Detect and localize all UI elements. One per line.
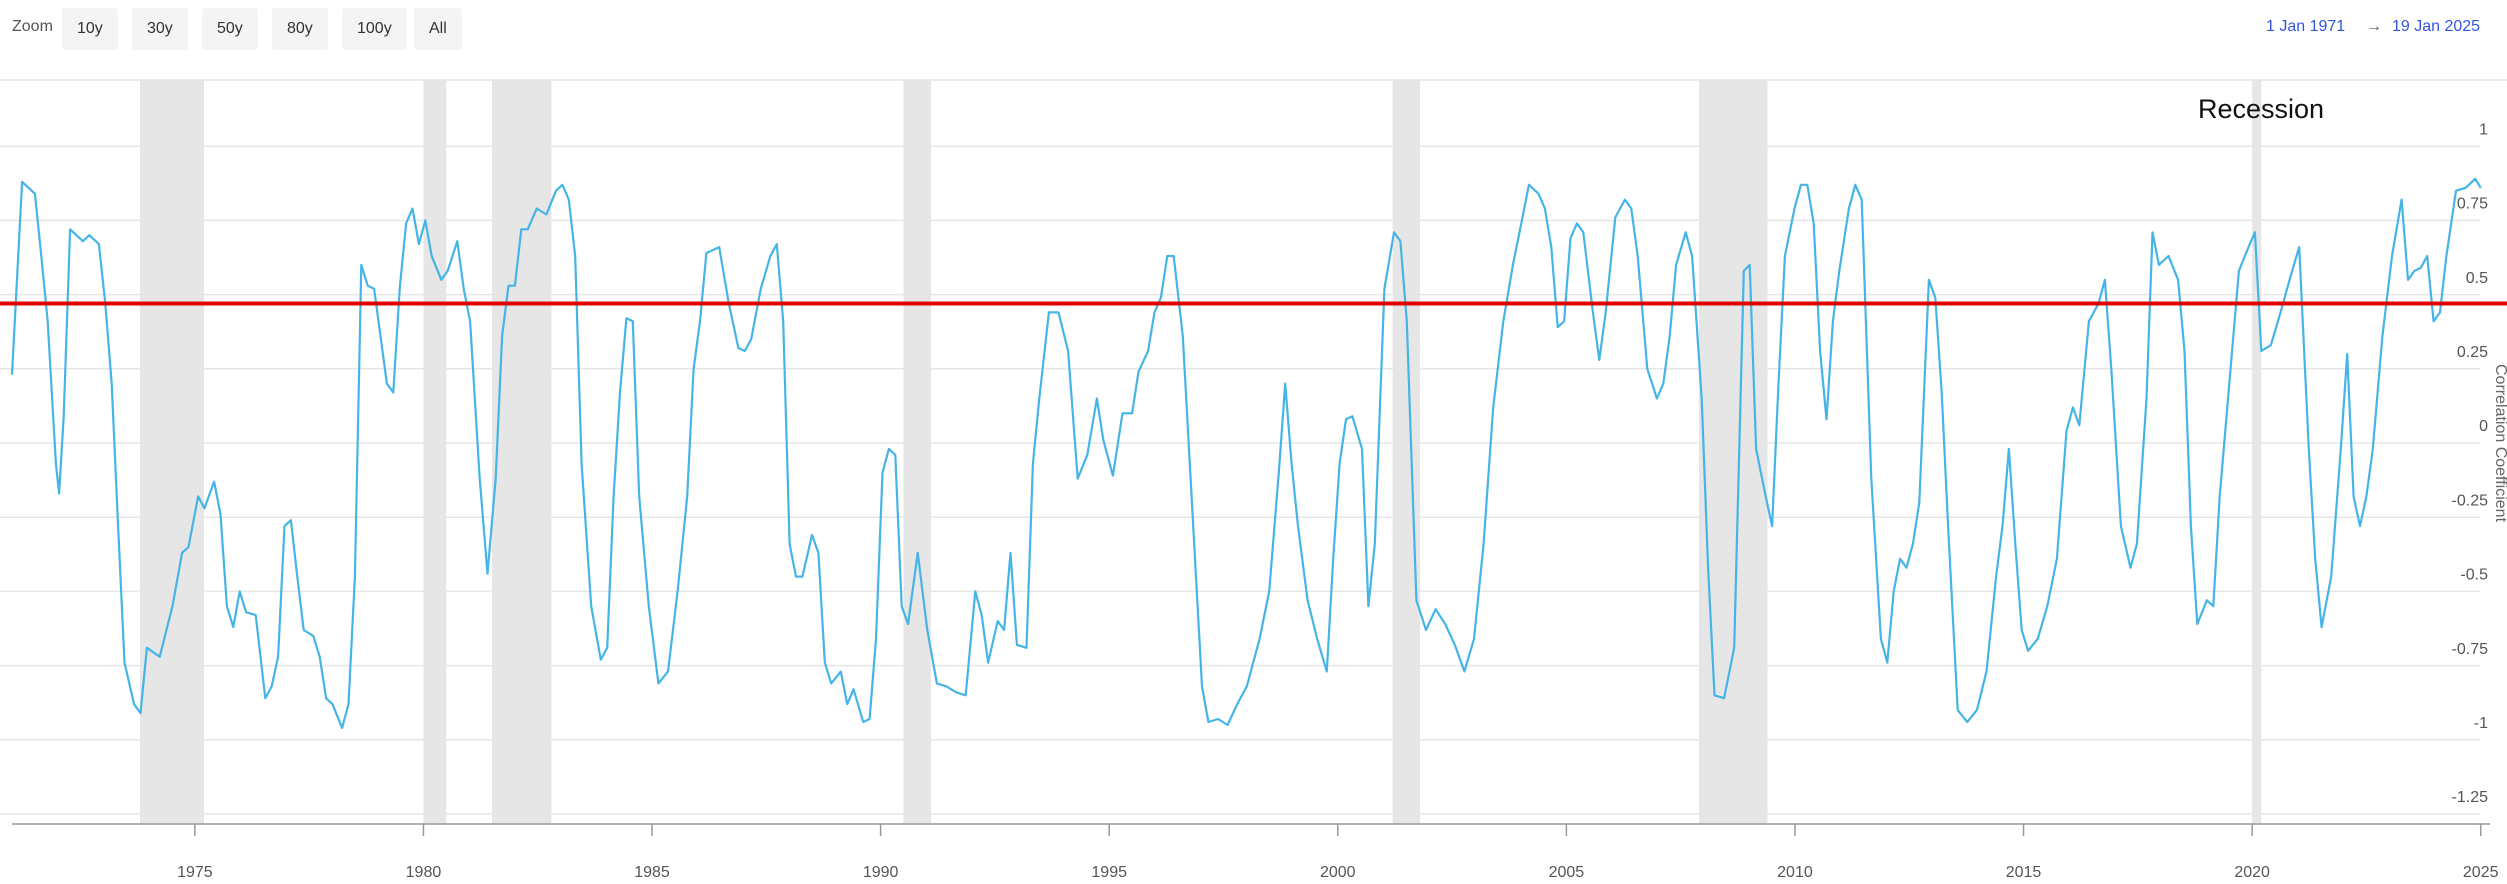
- y-tick-label: -0.75: [2452, 641, 2489, 658]
- data-line: [10, 177, 2482, 729]
- y-tick-label: 0.75: [2457, 196, 2488, 213]
- recession-band: [140, 80, 205, 824]
- toolbar: Zoom 10y 30y 50y 80y 100y All 1 Jan 1971…: [0, 0, 2507, 60]
- x-tick-label: 1985: [634, 864, 670, 881]
- y-tick-label: 0.25: [2457, 344, 2488, 361]
- zoom-button[interactable]: 30y: [132, 8, 188, 50]
- y-tick-label: -1: [2474, 715, 2488, 732]
- x-tick-label: 2010: [1777, 864, 1813, 881]
- recession-label: Recession: [2198, 94, 2324, 124]
- x-tick-label: 1990: [863, 864, 899, 881]
- y-tick-label: -1.25: [2452, 789, 2489, 806]
- x-tick-label: 2005: [1549, 864, 1585, 881]
- x-tick-label: 2025: [2463, 864, 2499, 881]
- y-tick-label: 0: [2479, 418, 2488, 435]
- y-tick-label: -0.25: [2452, 492, 2489, 509]
- recession-band: [1392, 80, 1421, 824]
- zoom-button[interactable]: 80y: [272, 8, 328, 50]
- x-tick-label: 1980: [406, 864, 442, 881]
- date-to[interactable]: 19 Jan 2025: [2392, 18, 2481, 35]
- zoom-button[interactable]: 100y: [342, 8, 407, 50]
- x-tick-label: 1995: [1091, 864, 1127, 881]
- recession-band: [903, 80, 931, 824]
- x-tick-label: 2020: [2234, 864, 2270, 881]
- y-axis-title: Correlation Coefficient: [2492, 364, 2507, 523]
- y-tick-label: 0.5: [2466, 270, 2488, 287]
- zoom-button[interactable]: 50y: [202, 8, 258, 50]
- x-tick-label: 2000: [1320, 864, 1356, 881]
- recession-band: [423, 80, 447, 824]
- recession-band: [2252, 80, 2262, 824]
- date-from[interactable]: 1 Jan 1971: [2266, 18, 2346, 35]
- x-tick-label: 1975: [177, 864, 213, 881]
- zoom-button[interactable]: All: [414, 8, 462, 50]
- date-arrow: →: [2366, 18, 2382, 35]
- zoom-label: Zoom: [12, 18, 53, 35]
- x-tick-label: 2015: [2006, 864, 2042, 881]
- zoom-button[interactable]: 10y: [62, 8, 118, 50]
- y-tick-label: 1: [2479, 121, 2488, 138]
- recession-band: [492, 80, 552, 824]
- y-tick-label: -0.5: [2460, 567, 2488, 584]
